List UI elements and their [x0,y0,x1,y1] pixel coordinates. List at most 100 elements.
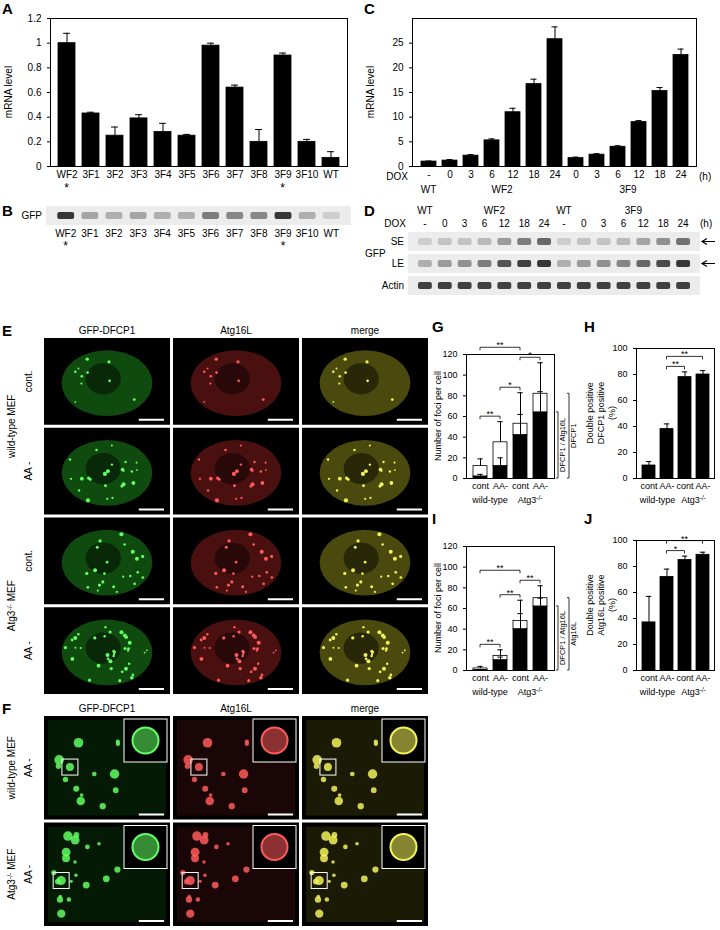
svg-text:**: ** [496,340,504,350]
svg-text:60: 60 [617,587,627,597]
svg-text:*: * [528,350,532,360]
svg-text:cont: cont [676,673,694,683]
svg-text:GFP: GFP [365,248,386,259]
svg-text:-: - [562,218,565,229]
svg-text:DFCP1: DFCP1 [569,423,578,448]
svg-text:6: 6 [489,169,495,180]
svg-text:-: - [427,169,430,180]
svg-text:Atg3-/-: Atg3-/- [518,686,542,698]
svg-text:mRNA level: mRNA level [365,66,376,118]
svg-text:20: 20 [447,453,457,463]
svg-text:3F9: 3F9 [274,228,292,239]
svg-text:3F4: 3F4 [154,228,172,239]
svg-text:*: * [508,380,512,390]
svg-text:1: 1 [36,37,42,48]
svg-text:DOX: DOX [384,218,406,229]
svg-text:WF2: WF2 [55,228,77,239]
svg-text:DFCP1 / Atg16L: DFCP1 / Atg16L [558,418,567,472]
svg-text:cont.: cont. [23,371,34,393]
svg-text:*: * [281,239,286,253]
svg-text:wild-type: wild-type [471,495,508,505]
svg-text:3F9: 3F9 [625,205,643,216]
svg-text:DFCP1 positive: DFCP1 positive [596,382,606,445]
svg-text:20: 20 [617,639,627,649]
svg-text:3: 3 [462,218,468,229]
svg-text:3F6: 3F6 [202,169,220,180]
svg-text:80: 80 [617,561,627,571]
svg-text:25: 25 [392,37,404,48]
svg-text:AA-: AA- [659,673,674,683]
svg-text:18: 18 [519,218,531,229]
svg-text:AA-: AA- [533,673,548,683]
svg-text:12: 12 [638,218,650,229]
svg-text:**: ** [506,588,514,598]
svg-text:80: 80 [447,583,457,593]
svg-text:0.6: 0.6 [28,87,42,98]
svg-text:AA-: AA- [493,673,508,683]
svg-text:0.8: 0.8 [28,62,42,73]
svg-text:40: 40 [617,421,627,431]
svg-text:AA-: AA- [493,481,508,491]
svg-text:(%): (%) [607,406,617,420]
svg-text:cont: cont [472,673,490,683]
svg-text:24: 24 [549,169,561,180]
svg-text:3F3: 3F3 [130,228,148,239]
svg-text:12: 12 [633,169,645,180]
svg-text:*: * [280,181,285,195]
svg-text:Double positive: Double positive [585,574,595,636]
svg-text:3F6: 3F6 [202,228,220,239]
svg-text:SE: SE [391,236,405,247]
svg-text:*: * [674,544,678,554]
svg-text:0: 0 [622,473,627,483]
svg-text:wild-type: wild-type [639,687,676,697]
svg-text:24: 24 [675,169,687,180]
svg-text:3: 3 [601,218,607,229]
svg-text:LE: LE [392,258,405,269]
svg-text:60: 60 [617,395,627,405]
svg-text:3F7: 3F7 [226,228,244,239]
svg-text:3F4: 3F4 [154,169,172,180]
svg-text:20: 20 [617,447,627,457]
svg-text:1.2: 1.2 [28,13,42,24]
svg-text:wild-type: wild-type [471,687,508,697]
svg-text:**: ** [486,637,494,647]
svg-text:0: 0 [452,473,457,483]
svg-text:GFP-DFCP1: GFP-DFCP1 [79,703,136,714]
svg-text:40: 40 [617,613,627,623]
svg-text:3F1: 3F1 [82,169,100,180]
svg-text:6: 6 [621,218,627,229]
svg-text:3F2: 3F2 [105,228,123,239]
svg-text:80: 80 [617,369,627,379]
svg-text:WT: WT [556,205,572,216]
svg-text:0: 0 [447,169,453,180]
svg-text:AA -: AA - [23,641,34,660]
svg-text:wild-type MEF: wild-type MEF [6,395,17,459]
svg-text:Atg16L positive: Atg16L positive [596,574,606,635]
svg-text:12: 12 [507,169,519,180]
svg-text:3: 3 [594,169,600,180]
svg-text:0: 0 [581,218,587,229]
svg-text:3F10: 3F10 [296,228,319,239]
svg-text:10: 10 [392,111,404,122]
svg-text:60: 60 [447,411,457,421]
svg-text:**: ** [681,534,689,544]
svg-text:(h): (h) [700,218,712,229]
svg-text:Atg3-/-: Atg3-/- [681,686,705,698]
svg-text:0: 0 [442,218,448,229]
svg-text:40: 40 [447,432,457,442]
svg-text:mRNA level: mRNA level [3,66,14,118]
svg-text:6: 6 [615,169,621,180]
svg-text:WT: WT [324,228,340,239]
svg-text:cont: cont [512,481,530,491]
svg-text:0.2: 0.2 [28,136,42,147]
svg-text:3F8: 3F8 [250,228,268,239]
svg-text:0: 0 [573,169,579,180]
svg-text:18: 18 [654,169,666,180]
svg-text:Number of foci per cell: Number of foci per cell [433,563,443,653]
svg-text:3F5: 3F5 [178,228,196,239]
svg-text:6: 6 [482,218,488,229]
svg-text:3F9: 3F9 [619,184,637,195]
svg-text:GFP: GFP [21,210,42,221]
svg-text:3F9: 3F9 [274,169,292,180]
svg-text:GFP-DFCP1: GFP-DFCP1 [79,325,136,336]
